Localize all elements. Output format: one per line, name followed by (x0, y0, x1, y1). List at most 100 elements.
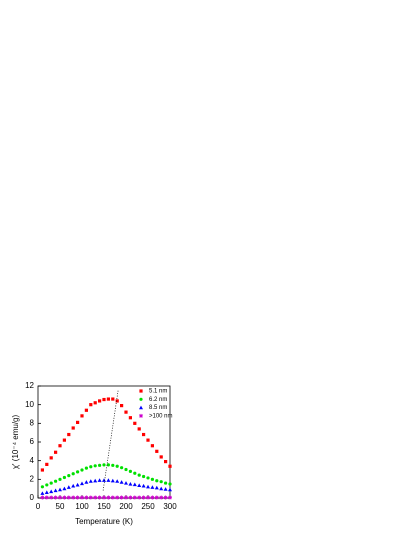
point (159, 495, 164, 500)
point (115, 464, 119, 468)
x-tick-label: 50 (56, 502, 65, 511)
point (80, 414, 84, 418)
point (124, 410, 128, 414)
point (106, 478, 111, 482)
point (106, 463, 110, 467)
point (98, 399, 102, 403)
point (54, 479, 58, 483)
point (66, 485, 71, 489)
point (44, 495, 49, 500)
point (155, 479, 159, 483)
point (49, 456, 53, 460)
point (141, 495, 146, 500)
point (89, 403, 93, 407)
x-tick-label: 0 (36, 502, 41, 511)
point (142, 474, 146, 479)
point (76, 470, 80, 474)
point (71, 426, 75, 430)
point (84, 480, 89, 484)
point (155, 449, 159, 453)
y-axis-label: χ' (10⁻⁴ emu/g) (11, 415, 20, 470)
point (93, 401, 97, 405)
point (150, 477, 154, 481)
point (146, 438, 150, 442)
point (168, 495, 172, 500)
x-tick-label: 200 (119, 502, 133, 511)
point (45, 483, 49, 487)
x-tick-label: 250 (141, 502, 155, 511)
point (163, 495, 168, 500)
point (40, 468, 44, 472)
y-tick-label: 12 (25, 381, 34, 390)
point (71, 472, 75, 476)
point (119, 480, 124, 484)
point (133, 471, 137, 475)
legend-label: 8.5 nm (149, 405, 167, 411)
point (119, 495, 124, 500)
point (75, 482, 80, 487)
point (80, 468, 84, 472)
point (139, 389, 143, 393)
point (98, 463, 102, 467)
point (102, 478, 106, 482)
point (124, 481, 128, 485)
point (40, 485, 45, 489)
point (66, 495, 71, 500)
point (141, 483, 146, 488)
point (110, 478, 115, 483)
point (80, 495, 84, 500)
point (58, 444, 62, 448)
point (53, 495, 58, 500)
point (128, 469, 132, 473)
y-tick-label: 10 (25, 400, 34, 409)
point (150, 485, 155, 489)
point (106, 495, 111, 500)
point (137, 473, 141, 477)
point (139, 397, 143, 401)
point (110, 495, 115, 500)
point (80, 481, 84, 486)
point (62, 438, 66, 442)
point (102, 495, 106, 500)
legend-label: 5.1 nm (149, 389, 167, 395)
point (58, 477, 62, 481)
point (139, 405, 143, 410)
point (150, 495, 155, 500)
point (120, 466, 124, 470)
point (115, 495, 120, 500)
point (49, 489, 54, 494)
point (89, 465, 93, 469)
point (67, 474, 71, 478)
y-tick-label: 4 (30, 456, 35, 465)
point (128, 495, 133, 500)
point (45, 462, 49, 466)
point (88, 479, 93, 483)
y-tick-label: 8 (30, 418, 35, 427)
point (154, 485, 159, 490)
legend-label: >100 nm (149, 413, 173, 419)
x-tick-label: 150 (97, 502, 111, 511)
point (44, 490, 49, 494)
y-tick-label: 2 (30, 474, 35, 483)
point (132, 495, 137, 500)
point (164, 460, 168, 464)
point (120, 404, 124, 408)
point (62, 495, 67, 500)
point (146, 476, 150, 480)
point (115, 479, 120, 483)
point (106, 397, 110, 401)
point (168, 464, 172, 468)
point (93, 464, 97, 468)
point (146, 495, 150, 500)
point (88, 495, 93, 500)
x-axis-label: Temperature (K) (75, 517, 133, 526)
point (111, 397, 115, 401)
point (93, 495, 98, 500)
point (97, 495, 102, 500)
point (40, 491, 45, 495)
point (75, 495, 80, 500)
guide-line (102, 390, 119, 491)
point (137, 495, 142, 500)
point (168, 487, 172, 492)
point (132, 482, 137, 487)
